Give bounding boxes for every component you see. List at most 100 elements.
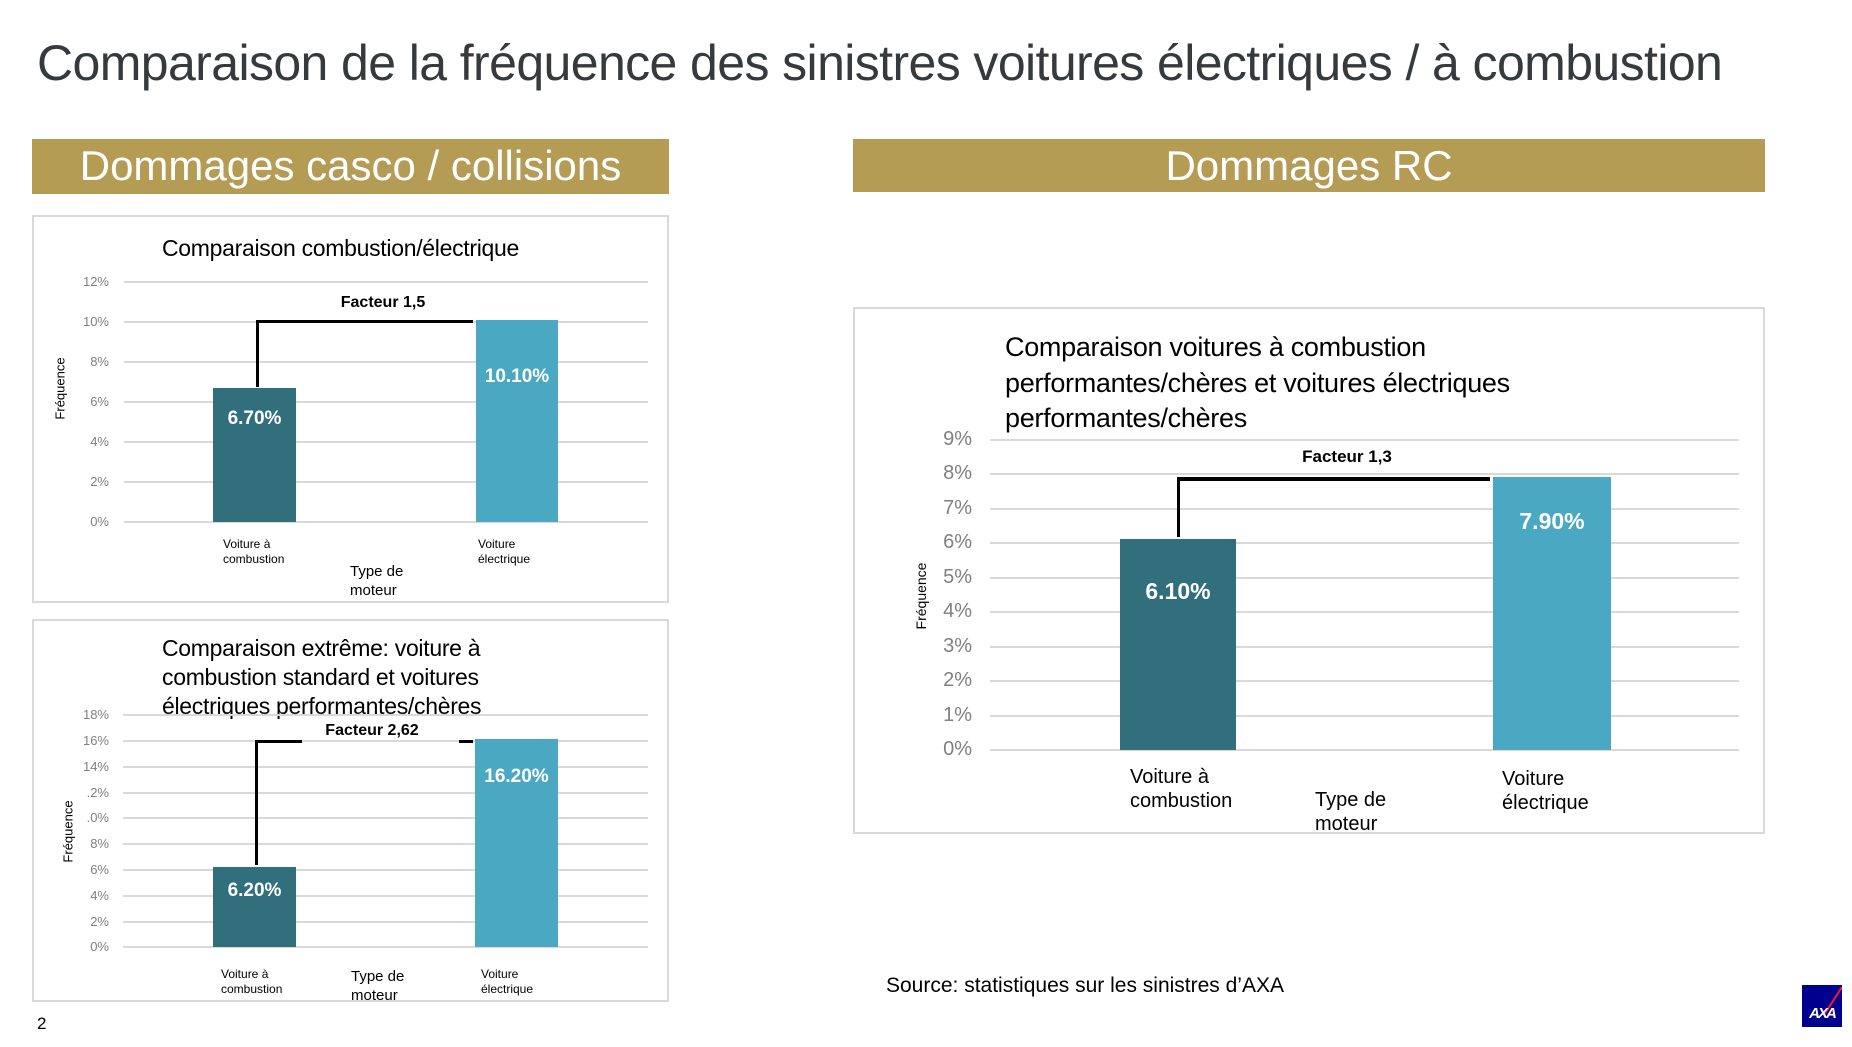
y-tick: 5% — [943, 566, 972, 588]
x-axis-label: Type de moteur — [1315, 788, 1386, 836]
category-label: Voiture à combustion — [1130, 765, 1232, 813]
x-axis-label-line: moteur — [1315, 813, 1378, 835]
factor-annotation: Facteur 2,62 — [325, 722, 419, 739]
bar-electric — [1493, 477, 1611, 750]
gridline — [123, 869, 648, 871]
gridline — [123, 895, 648, 897]
y-tick: 4% — [943, 600, 972, 622]
chart-casco-comparison — [32, 215, 669, 603]
y-tick: 6% — [90, 394, 109, 409]
gridline — [123, 946, 648, 948]
gridline — [123, 714, 648, 716]
y-tick: 6% — [943, 531, 972, 553]
chart-title-line: combustion standard et voitures — [162, 664, 479, 690]
y-axis-label: Fréquence — [52, 357, 68, 420]
factor-connector-vertical — [256, 321, 259, 387]
section-header-rc-label: Dommages RC — [1165, 142, 1453, 189]
x-axis-label-line: Type de — [1315, 789, 1387, 811]
bar-combustion — [213, 388, 296, 522]
bar-value-label: 6.70% — [227, 408, 282, 429]
y-tick: .2% — [86, 785, 109, 800]
y-tick: 6% — [90, 862, 109, 877]
gridline — [123, 843, 648, 845]
gridline — [990, 749, 1739, 751]
y-axis-label: Fréquence — [60, 800, 76, 863]
category-label: Voiture à combustion — [223, 537, 284, 567]
category-label-line: combustion — [223, 552, 285, 566]
y-tick: 0% — [943, 738, 972, 760]
gridline — [123, 766, 648, 768]
y-tick: 8% — [943, 462, 972, 484]
category-label: Voiture à combustion — [221, 967, 282, 997]
gridline — [990, 439, 1739, 441]
y-tick: 8% — [90, 836, 109, 851]
chart-title-line: performantes/chères et voitures électriq… — [1005, 367, 1510, 398]
category-label-line: électrique — [1502, 792, 1589, 814]
y-tick: 16% — [82, 733, 109, 748]
gridline — [123, 792, 648, 794]
y-tick: 9% — [943, 428, 972, 450]
gridline — [990, 577, 1739, 579]
y-tick: 1% — [943, 704, 972, 726]
x-axis-label: Type de moteur — [350, 562, 403, 600]
y-tick: 7% — [943, 497, 972, 519]
chart-title-line: Comparaison extrême: voiture à — [162, 635, 481, 661]
category-label-line: Voiture — [1502, 768, 1565, 790]
x-axis-label: Type de moteur — [351, 967, 404, 1005]
factor-connector-horizontal — [255, 740, 302, 743]
y-tick: 4% — [90, 888, 109, 903]
y-tick: .0% — [86, 810, 109, 825]
chart-title-line: Comparaison voitures à combustion — [1005, 332, 1426, 362]
category-label-line: électrique — [478, 552, 531, 566]
section-header-rc: Dommages RC — [853, 139, 1765, 192]
gridline — [124, 401, 648, 403]
gridline — [124, 281, 648, 283]
y-tick: 2% — [943, 669, 972, 691]
category-label: Voiture électrique — [481, 967, 533, 997]
category-label: Voiture électrique — [1502, 767, 1589, 815]
chart-rc-comparison — [853, 307, 1765, 834]
gridline — [990, 542, 1739, 544]
y-tick: 10% — [82, 314, 109, 329]
bar-electric — [475, 739, 558, 947]
gridline — [990, 508, 1739, 510]
category-label-line: Voiture — [481, 967, 519, 981]
y-tick: 8% — [90, 354, 109, 369]
category-label: Voiture électrique — [478, 537, 530, 567]
bar-value-label: 7.90% — [1519, 508, 1585, 534]
section-header-casco-label: Dommages casco / collisions — [79, 142, 622, 189]
bar-value-label: 16.20% — [484, 766, 549, 787]
category-label-line: Voiture — [478, 537, 516, 551]
gridline — [123, 921, 648, 923]
y-tick: 4% — [90, 434, 109, 449]
chart-title: Comparaison extrême: voiture à combustio… — [162, 634, 482, 721]
category-label-line: combustion — [1130, 790, 1233, 812]
gridline — [990, 680, 1739, 682]
y-tick: 0% — [90, 514, 109, 529]
y-tick: 3% — [943, 635, 972, 657]
chart-title: Comparaison combustion/électrique — [162, 235, 520, 261]
bar-value-label: 10.10% — [484, 366, 550, 387]
x-axis-label-line: moteur — [351, 987, 398, 1004]
gridline — [990, 473, 1739, 475]
y-tick: 2% — [90, 474, 109, 489]
factor-annotation: Facteur 1,5 — [340, 294, 426, 311]
category-label-line: Voiture à — [221, 967, 269, 981]
factor-connector-vertical — [255, 740, 258, 865]
category-label-line: combustion — [221, 982, 283, 996]
bar-combustion — [1120, 539, 1236, 750]
y-axis-label: Fréquence — [913, 562, 929, 630]
source-note: Source: statistiques sur les sinistres d… — [886, 974, 1284, 997]
chart-title-line: électriques performantes/chères — [162, 693, 482, 719]
gridline — [990, 715, 1739, 717]
axa-logo: AXA — [1802, 985, 1842, 1027]
gridline — [124, 361, 648, 363]
category-label-line: Voiture à — [1130, 766, 1209, 788]
gridline — [124, 441, 648, 443]
chart-title: Comparaison voitures à combustion perfor… — [1005, 330, 1510, 437]
y-tick: 18% — [82, 707, 109, 722]
gridline — [123, 740, 648, 742]
page-number: 2 — [37, 1014, 47, 1033]
factor-connector-horizontal — [256, 320, 473, 323]
x-axis-label-line: Type de — [350, 563, 404, 580]
